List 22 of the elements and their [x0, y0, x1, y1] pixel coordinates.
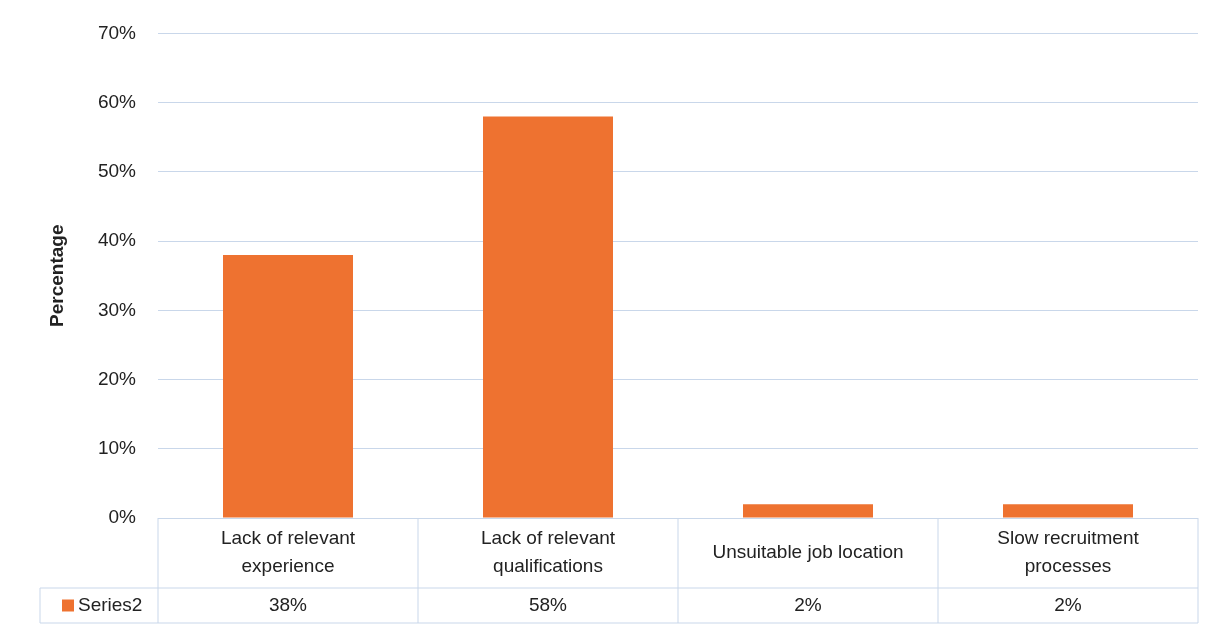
data-label: 38% — [268, 593, 308, 615]
y-axis-title: Percentage — [46, 224, 68, 327]
legend-label: Series2 — [78, 593, 143, 615]
data-label: 2% — [794, 593, 822, 615]
data-label: 2% — [1054, 593, 1082, 615]
y-tick-label: 10% — [97, 437, 137, 459]
y-tick-label: 70% — [97, 21, 137, 43]
x-tick-label: Lack of relevant qualifications — [480, 527, 616, 577]
bar — [743, 504, 873, 518]
y-tick-label: 50% — [97, 160, 137, 182]
bar — [223, 254, 353, 518]
y-tick-label: 0% — [108, 506, 137, 528]
y-tick-label: 60% — [97, 90, 137, 112]
data-label: 58% — [528, 593, 568, 615]
y-tick-label: 30% — [97, 298, 137, 320]
y-tick-label: 20% — [97, 367, 137, 389]
bar — [483, 116, 613, 518]
x-tick-label: Slow recruitment processes — [997, 527, 1140, 577]
bar — [1003, 504, 1133, 518]
x-tick-label: Unsuitable job location — [712, 541, 904, 563]
y-tick-label: 40% — [97, 229, 137, 251]
x-tick-label: Lack of relevant experience — [220, 527, 356, 577]
